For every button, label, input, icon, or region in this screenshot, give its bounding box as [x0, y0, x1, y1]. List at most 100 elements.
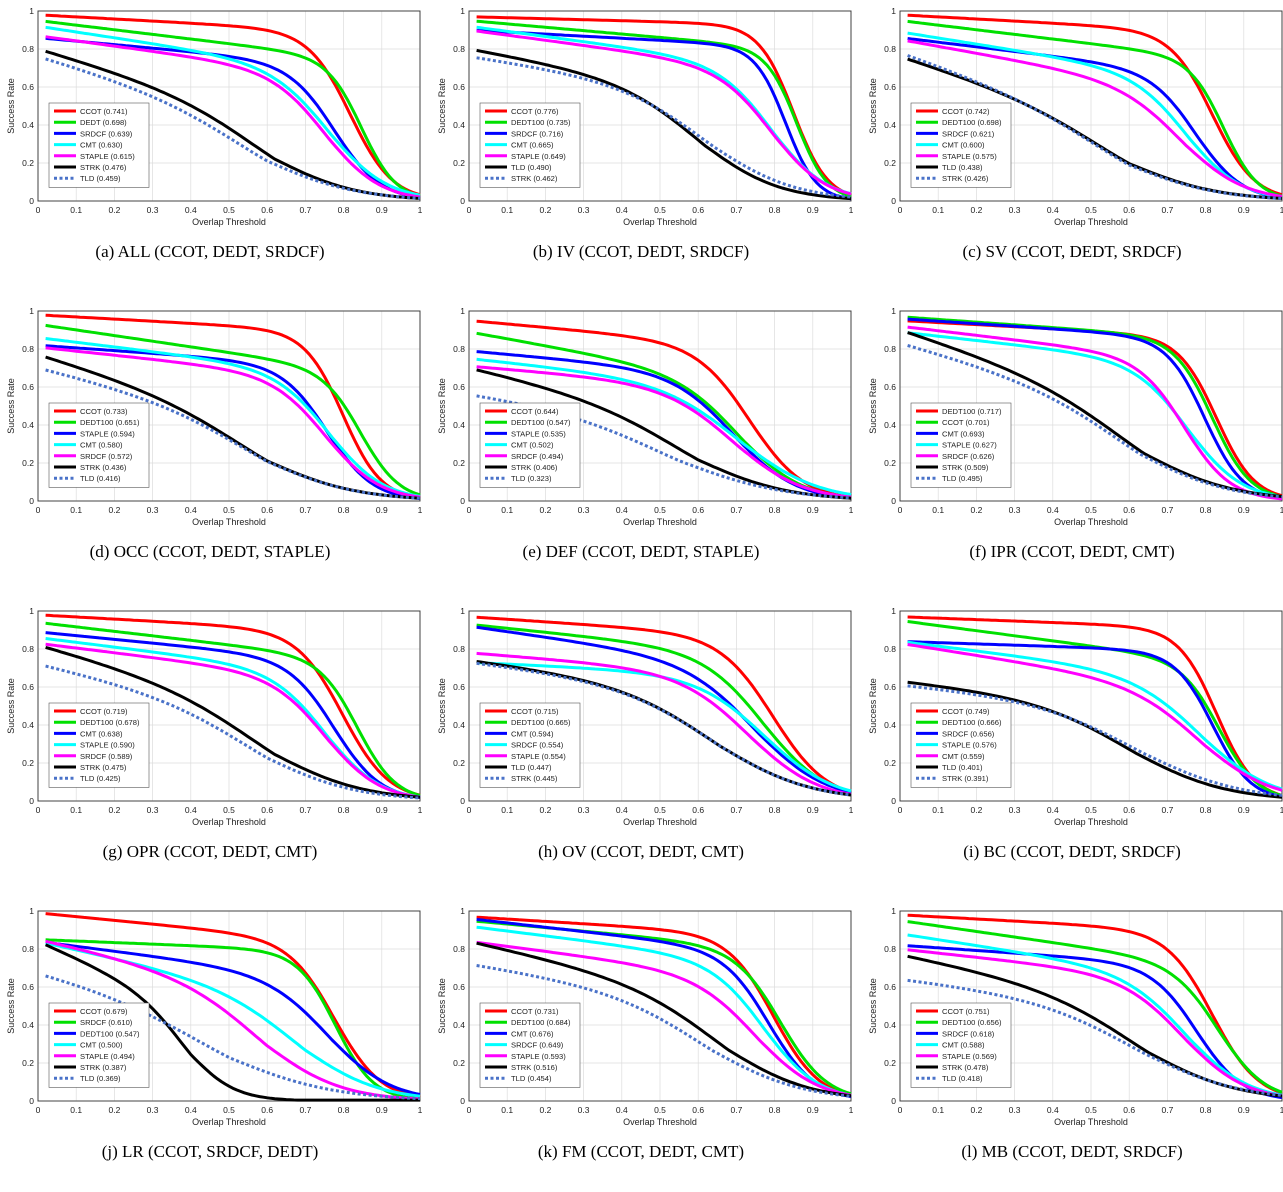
subfigure-caption: (h) OV (CCOT, DEDT, CMT): [538, 842, 744, 861]
y-tick-label: 0.6: [22, 682, 34, 692]
y-tick-label: 0.4: [22, 120, 34, 130]
y-tick-label: 0.8: [453, 344, 465, 354]
chart-svg: 0 0.1 0.2 0.3 0.4 0.5 0.6 0.7 0.8 0.9 1 0 0.2 0.4 0.6 0…: [6, 6, 423, 227]
chart-svg: 0 0.1 0.2 0.3 0.4 0.5 0.6 0.7 0.8 0.9 1 0 0.2 0.4 0.6 0…: [437, 306, 854, 527]
x-tick-label: 0.5: [1085, 505, 1097, 515]
legend-entry: SRDCF (0.649): [511, 1041, 564, 1050]
x-axis-label: Overlap Threshold: [192, 1117, 266, 1127]
legend-entry: DEDT100 (0.717): [942, 407, 1002, 416]
y-tick-label: 1: [29, 606, 34, 616]
x-tick-label: 0.1: [932, 1105, 944, 1115]
legend-entry: STAPLE (0.535): [511, 429, 566, 438]
legend: CCOT (0.715) DEDT100 (0.665) CMT (0.594) SR…: [479, 702, 581, 788]
series-line: [907, 31, 1283, 199]
plot-frame: [37, 10, 421, 202]
x-tick-label: 0.5: [654, 505, 666, 515]
series-line: [45, 642, 421, 799]
x-tick-label: 1: [849, 1105, 854, 1115]
legend-entry: CCOT (0.715): [511, 707, 559, 716]
subfigure-caption: (a) ALL (CCOT, DEDT, SRDCF): [95, 242, 325, 261]
legend-entry: STRK (0.387): [80, 1063, 127, 1072]
chart-panel: 0 0.1 0.2 0.3 0.4 0.5 0.6 0.7 0.8 0.9 1 0 0.2 0.4 0.6 0…: [862, 900, 1283, 1192]
legend-entry: CCOT (0.749): [942, 707, 990, 716]
legend-entry: CMT (0.559): [942, 752, 985, 761]
y-tick-label: 0.2: [453, 1058, 465, 1068]
plot-frame: [899, 910, 1283, 1102]
legend-entry: CMT (0.594): [511, 729, 554, 738]
legend-entry: STAPLE (0.594): [80, 429, 135, 438]
series-line: [907, 933, 1283, 1097]
y-tick-label: 0: [29, 1096, 34, 1106]
x-tick-label: 0.8: [1200, 205, 1212, 215]
x-tick-label: 0.3: [147, 505, 159, 515]
legend-entry: CMT (0.580): [80, 441, 123, 450]
series-line: [476, 651, 852, 796]
x-tick-label: 0.8: [338, 505, 350, 515]
x-tick-label: 0.8: [769, 205, 781, 215]
legend-entry: CCOT (0.701): [942, 418, 990, 427]
x-axis-label: Overlap Threshold: [1054, 217, 1128, 227]
series-line: [907, 37, 1283, 200]
legend-entry: TLD (0.369): [80, 1074, 121, 1083]
x-tick-label: 0.9: [807, 505, 819, 515]
series-line: [907, 39, 1283, 198]
y-tick-label: 0.4: [884, 1020, 896, 1030]
chart-svg: 0 0.1 0.2 0.3 0.4 0.5 0.6 0.7 0.8 0.9 1 0 0.2 0.4 0.6 0…: [437, 6, 854, 227]
x-tick-label: 0.8: [338, 805, 350, 815]
legend-entry: DEDT100 (0.665): [511, 718, 571, 727]
legend-entry: CCOT (0.776): [511, 107, 559, 116]
x-axis-label: Overlap Threshold: [623, 1117, 697, 1127]
x-tick-label: 0.7: [730, 505, 742, 515]
y-axis-label: Success Rate: [868, 378, 878, 434]
chart-panel: 0 0.1 0.2 0.3 0.4 0.5 0.6 0.7 0.8 0.9 1 0 0.2 0.4 0.6 0…: [0, 900, 423, 1192]
series-line: [45, 19, 421, 198]
x-tick-label: 0: [467, 1105, 472, 1115]
x-tick-label: 0.4: [185, 1105, 197, 1115]
x-tick-label: 0.1: [501, 1105, 513, 1115]
legend: CCOT (0.644) DEDT100 (0.547) STAPLE (0.535…: [479, 402, 581, 488]
legend: DEDT100 (0.717) CCOT (0.701) CMT (0.693) ST…: [910, 402, 1012, 488]
y-axis-label: Success Rate: [868, 678, 878, 734]
x-tick-label: 0.9: [1238, 505, 1250, 515]
y-tick-label: 0: [891, 796, 896, 806]
x-tick-label: 0.7: [730, 1105, 742, 1115]
legend-entry: SRDCF (0.656): [942, 729, 995, 738]
y-tick-label: 1: [891, 906, 896, 916]
y-tick-label: 0: [891, 496, 896, 506]
legend-entry: STAPLE (0.615): [80, 152, 135, 161]
subfigure-caption: (k) FM (CCOT, DEDT, CMT): [537, 1142, 745, 1161]
legend-entry: TLD (0.438): [942, 163, 983, 172]
legend-entry: STAPLE (0.494): [80, 1052, 135, 1061]
x-tick-label: 1: [849, 205, 854, 215]
legend-entry: CMT (0.693): [942, 429, 985, 438]
x-tick-label: 0.5: [1085, 1105, 1097, 1115]
x-axis-label: Overlap Threshold: [192, 517, 266, 527]
x-tick-label: 0.5: [223, 805, 235, 815]
x-tick-label: 1: [1280, 805, 1283, 815]
legend-entry: STAPLE (0.554): [511, 752, 566, 761]
legend: CCOT (0.741) DEDT (0.698) SRDCF (0.639) CMT…: [48, 102, 150, 188]
x-tick-label: 0.3: [1009, 1105, 1021, 1115]
x-tick-label: 0.9: [1238, 1105, 1250, 1115]
x-tick-label: 0.9: [807, 805, 819, 815]
legend-entry: TLD (0.401): [942, 763, 983, 772]
x-tick-label: 0.6: [1123, 205, 1135, 215]
series-line: [45, 974, 421, 1101]
y-tick-label: 0.6: [884, 982, 896, 992]
x-tick-label: 0.6: [1123, 1105, 1135, 1115]
legend-entry: TLD (0.454): [511, 1074, 552, 1083]
y-axis-label: Success Rate: [6, 378, 16, 434]
x-tick-label: 0.4: [1047, 505, 1059, 515]
series-line: [476, 331, 852, 499]
x-tick-label: 0.5: [1085, 205, 1097, 215]
legend-entry: STAPLE (0.649): [511, 152, 566, 161]
legend-entry: SRDCF (0.554): [511, 741, 564, 750]
y-tick-label: 1: [460, 606, 465, 616]
series-line: [907, 684, 1283, 797]
y-tick-label: 0: [460, 196, 465, 206]
legend-entry: STAPLE (0.593): [511, 1052, 566, 1061]
legend-entry: STRK (0.516): [511, 1063, 558, 1072]
legend-entry: CCOT (0.741): [80, 107, 128, 116]
y-tick-label: 0: [460, 496, 465, 506]
